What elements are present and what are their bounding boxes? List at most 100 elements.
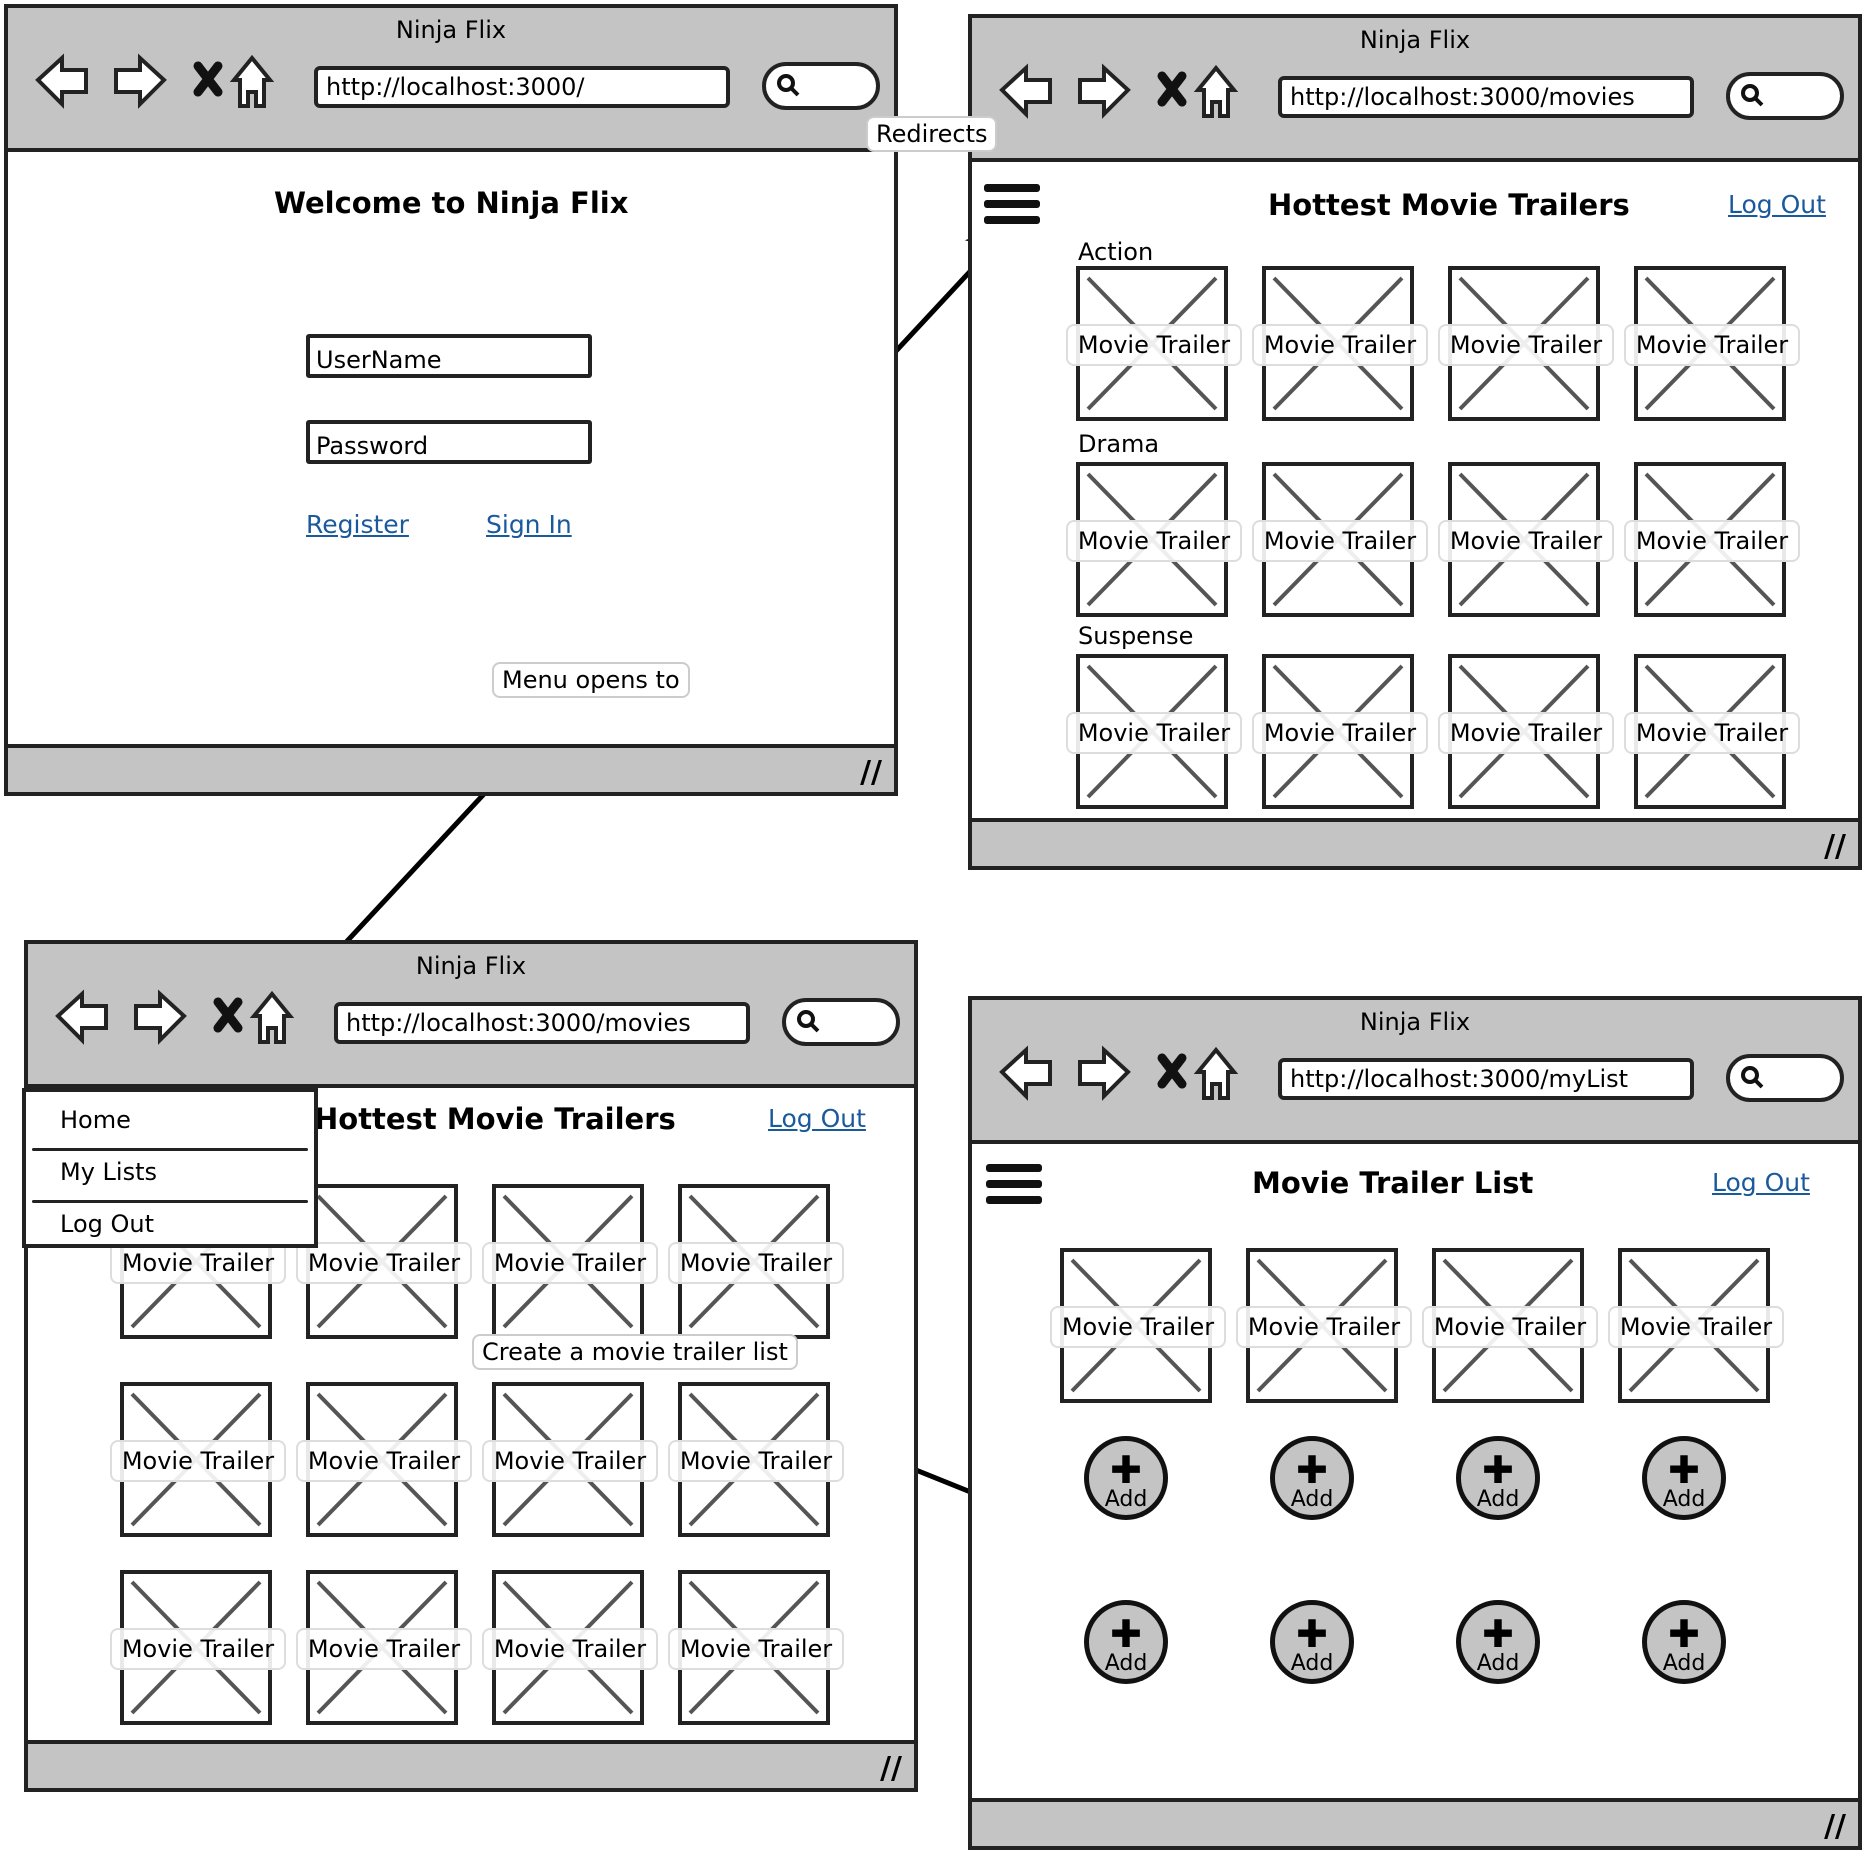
add-trailer-button[interactable]: ✚ Add — [1456, 1600, 1540, 1684]
trailer-thumbnail[interactable]: Movie Trailer — [668, 1382, 844, 1537]
register-link[interactable]: Register — [306, 510, 409, 539]
trailer-thumbnail[interactable]: Movie Trailer — [1422, 1248, 1598, 1403]
plus-icon: ✚ — [1296, 1612, 1328, 1656]
trailer-thumbnail[interactable]: Movie Trailer — [668, 1184, 844, 1339]
trailer-label: Movie Trailer — [668, 1628, 844, 1670]
add-trailer-button[interactable]: ✚ Add — [1642, 1600, 1726, 1684]
trailer-label: Movie Trailer — [1066, 324, 1242, 366]
hamburger-menu-icon[interactable] — [984, 184, 1040, 232]
password-field[interactable]: Password — [306, 420, 592, 464]
logout-link[interactable]: Log Out — [1712, 1168, 1810, 1197]
trailer-thumbnail[interactable]: Movie Trailer — [110, 1570, 286, 1725]
add-trailer-button[interactable]: ✚ Add — [1084, 1436, 1168, 1520]
menu-item-my-lists[interactable]: My Lists — [60, 1158, 157, 1186]
add-trailer-button[interactable]: ✚ Add — [1270, 1436, 1354, 1520]
menu-item-home[interactable]: Home — [60, 1106, 131, 1134]
trailer-thumbnail[interactable]: Movie Trailer — [1252, 462, 1428, 617]
trailer-thumbnail[interactable]: Movie Trailer — [296, 1184, 472, 1339]
add-label: Add — [1476, 1487, 1520, 1512]
nav-icons — [999, 63, 1239, 119]
back-icon — [55, 989, 108, 1045]
add-trailer-button[interactable]: ✚ Add — [1642, 1436, 1726, 1520]
trailer-thumbnail[interactable]: Movie Trailer — [296, 1382, 472, 1537]
stop-icon — [1157, 1053, 1187, 1089]
address-bar[interactable]: http://localhost:3000/ — [314, 66, 730, 108]
add-trailer-button[interactable]: ✚ Add — [1084, 1600, 1168, 1684]
resize-grip-icon[interactable]: // — [1824, 829, 1846, 864]
search-box[interactable] — [782, 998, 900, 1046]
movies-window: Ninja Flix http://localhost:3000/movies … — [968, 14, 1862, 870]
resize-grip-icon[interactable]: // — [880, 1751, 902, 1786]
trailer-thumbnail[interactable]: Movie Trailer — [1236, 1248, 1412, 1403]
nav-icons — [999, 1045, 1239, 1101]
page-title: Hottest Movie Trailers — [314, 1102, 676, 1136]
trailer-label: Movie Trailer — [1066, 712, 1242, 754]
trailer-label: Movie Trailer — [1422, 1306, 1598, 1348]
status-bar: // — [972, 818, 1858, 866]
trailer-label: Movie Trailer — [1624, 712, 1800, 754]
add-label: Add — [1662, 1651, 1706, 1676]
browser-toolbar: Ninja Flix http://localhost:3000/myList — [972, 1000, 1858, 1144]
trailer-thumbnail[interactable]: Movie Trailer — [668, 1570, 844, 1725]
trailer-label: Movie Trailer — [1608, 1306, 1784, 1348]
status-bar: // — [8, 744, 894, 792]
trailer-thumbnail[interactable]: Movie Trailer — [1438, 462, 1614, 617]
trailer-thumbnail[interactable]: Movie Trailer — [1438, 266, 1614, 421]
page-title: Welcome to Ninja Flix — [274, 186, 629, 220]
search-box[interactable] — [1726, 1054, 1844, 1102]
trailer-label: Movie Trailer — [110, 1242, 286, 1284]
logout-link[interactable]: Log Out — [1728, 190, 1826, 219]
trailer-thumbnail[interactable]: Movie Trailer — [1066, 462, 1242, 617]
address-bar[interactable]: http://localhost:3000/myList — [1278, 1058, 1694, 1100]
trailer-thumbnail[interactable]: Movie Trailer — [1066, 654, 1242, 809]
trailer-thumbnail[interactable]: Movie Trailer — [1438, 654, 1614, 809]
trailer-label: Movie Trailer — [1252, 712, 1428, 754]
hamburger-menu-icon[interactable] — [986, 1164, 1042, 1212]
trailer-thumbnail[interactable]: Movie Trailer — [1608, 1248, 1784, 1403]
search-icon — [777, 74, 800, 97]
status-bar: // — [972, 1798, 1858, 1846]
signin-link[interactable]: Sign In — [486, 510, 572, 539]
resize-grip-icon[interactable]: // — [1824, 1809, 1846, 1844]
trailer-label: Movie Trailer — [1066, 520, 1242, 562]
page-title: Hottest Movie Trailers — [1268, 188, 1630, 222]
trailer-thumbnail[interactable]: Movie Trailer — [482, 1184, 658, 1339]
username-field[interactable]: UserName — [306, 334, 592, 378]
trailer-thumbnail[interactable]: Movie Trailer — [296, 1570, 472, 1725]
address-bar[interactable]: http://localhost:3000/movies — [1278, 76, 1694, 118]
address-bar[interactable]: http://localhost:3000/movies — [334, 1002, 750, 1044]
trailer-thumbnail[interactable]: Movie Trailer — [1624, 462, 1800, 617]
stop-icon — [193, 61, 223, 97]
stop-icon — [213, 997, 243, 1033]
trailer-thumbnail[interactable]: Movie Trailer — [1050, 1248, 1226, 1403]
menu-item-log-out[interactable]: Log Out — [60, 1210, 155, 1238]
plus-icon: ✚ — [1110, 1612, 1142, 1656]
trailer-thumbnail[interactable]: Movie Trailer — [482, 1382, 658, 1537]
status-bar: // — [28, 1740, 914, 1788]
search-box[interactable] — [1726, 72, 1844, 120]
search-box[interactable] — [762, 62, 880, 110]
add-trailer-button[interactable]: ✚ Add — [1456, 1436, 1540, 1520]
plus-icon: ✚ — [1482, 1612, 1514, 1656]
trailer-thumbnail[interactable]: Movie Trailer — [1252, 654, 1428, 809]
trailer-thumbnail[interactable]: Movie Trailer — [110, 1382, 286, 1537]
menu-divider — [32, 1148, 308, 1151]
back-icon — [35, 53, 88, 109]
resize-grip-icon[interactable]: // — [860, 755, 882, 790]
trailer-thumbnail[interactable]: Movie Trailer — [482, 1570, 658, 1725]
trailer-label: Movie Trailer — [296, 1242, 472, 1284]
add-label: Add — [1290, 1651, 1334, 1676]
trailer-thumbnail[interactable]: Movie Trailer — [1624, 266, 1800, 421]
back-icon — [999, 63, 1052, 119]
nav-dropdown-menu: Home My Lists Log Out — [22, 1088, 318, 1248]
trailer-label: Movie Trailer — [668, 1242, 844, 1284]
logout-link[interactable]: Log Out — [768, 1104, 866, 1133]
trailer-thumbnail[interactable]: Movie Trailer — [1252, 266, 1428, 421]
trailer-label: Movie Trailer — [296, 1440, 472, 1482]
search-icon — [1741, 1066, 1764, 1089]
trailer-thumbnail[interactable]: Movie Trailer — [1066, 266, 1242, 421]
trailer-label: Movie Trailer — [1624, 324, 1800, 366]
add-label: Add — [1104, 1651, 1148, 1676]
trailer-thumbnail[interactable]: Movie Trailer — [1624, 654, 1800, 809]
add-trailer-button[interactable]: ✚ Add — [1270, 1600, 1354, 1684]
